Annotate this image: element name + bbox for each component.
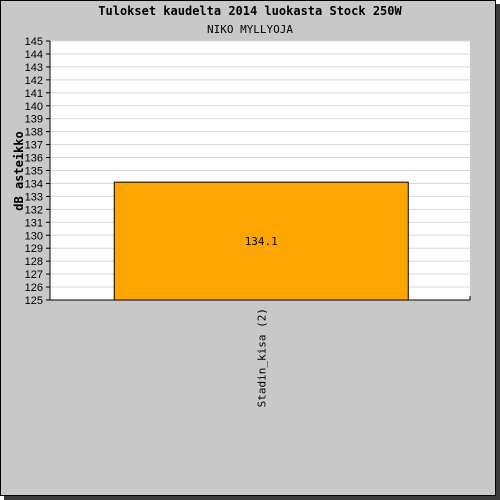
y-tick-label: 133 [25,191,43,203]
y-tick-label: 140 [25,101,43,113]
chart-subtitle: NIKO MYLLYOJA [207,23,293,36]
y-tick-label: 138 [25,127,43,139]
bar-value-label: 134.1 [245,235,278,248]
y-tick-label: 130 [25,230,43,242]
y-tick-label: 125 [25,295,43,307]
y-tick-label: 145 [25,36,43,48]
y-axis-ticks: 1251261271281291301311321331341351361371… [25,36,50,307]
bar [113,181,409,301]
y-tick-label: 137 [25,140,43,152]
x-axis-categories: Stadin_kisa (2) [255,308,268,407]
y-tick-label: 132 [25,204,43,216]
y-tick-label: 131 [25,217,43,229]
y-tick-label: 128 [25,256,43,268]
chart-title: Tulokset kaudelta 2014 luokasta Stock 25… [98,4,402,18]
y-tick-label: 136 [25,153,43,165]
y-tick-label: 139 [25,114,43,126]
x-category-label: Stadin_kisa (2) [255,308,268,407]
y-tick-label: 126 [25,282,43,294]
y-tick-label: 142 [25,75,43,87]
y-tick-label: 134 [25,178,43,190]
y-tick-label: 135 [25,166,43,178]
y-tick-label: 141 [25,88,43,100]
y-tick-label: 127 [25,269,43,281]
y-axis-label: dB asteikko [12,131,26,210]
y-tick-label: 144 [25,49,43,61]
bars: 134.1 [113,181,409,301]
y-tick-label: 143 [25,62,43,74]
y-tick-label: 129 [25,243,43,255]
